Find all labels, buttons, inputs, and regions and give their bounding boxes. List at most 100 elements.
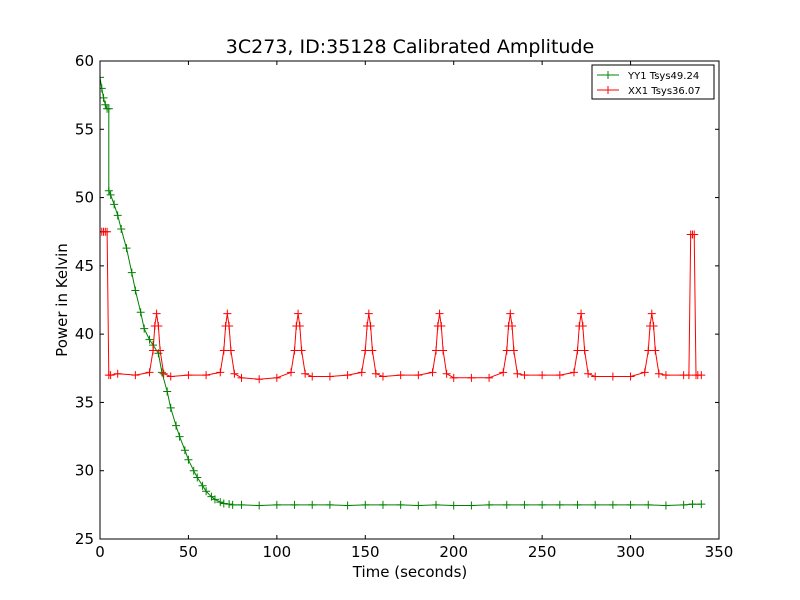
data-point bbox=[180, 446, 189, 455]
data-point bbox=[290, 346, 299, 355]
data-point bbox=[467, 501, 476, 510]
data-point bbox=[343, 371, 352, 380]
x-tick-label: 50 bbox=[179, 543, 198, 561]
data-point bbox=[644, 500, 653, 509]
x-axis-label: Time (seconds) bbox=[352, 563, 468, 581]
data-point bbox=[647, 309, 656, 318]
data-point bbox=[506, 309, 515, 318]
data-point bbox=[295, 321, 304, 330]
data-point bbox=[325, 372, 334, 381]
data-point bbox=[225, 321, 234, 330]
data-point bbox=[219, 499, 228, 508]
data-point bbox=[368, 346, 377, 355]
y-axis: 25 30 35 40 45 50 55 60 bbox=[75, 52, 719, 548]
data-point bbox=[136, 308, 145, 317]
data-point bbox=[644, 346, 653, 355]
data-point bbox=[502, 346, 511, 355]
x-tick-label: 100 bbox=[263, 543, 292, 561]
data-point bbox=[442, 369, 451, 378]
data-point bbox=[101, 100, 110, 109]
data-point bbox=[449, 501, 458, 510]
data-point bbox=[361, 346, 370, 355]
data-point bbox=[591, 372, 600, 381]
data-point bbox=[301, 369, 310, 378]
data-point bbox=[104, 104, 113, 113]
data-point bbox=[378, 372, 387, 381]
data-point bbox=[569, 368, 578, 377]
data-point bbox=[325, 500, 334, 509]
x-tick-label: 300 bbox=[616, 543, 645, 561]
data-point bbox=[297, 346, 306, 355]
data-point bbox=[308, 500, 317, 509]
data-point bbox=[578, 321, 587, 330]
data-point bbox=[216, 498, 225, 507]
data-point bbox=[697, 500, 706, 509]
data-point bbox=[308, 372, 317, 381]
data-point bbox=[357, 368, 366, 377]
data-point bbox=[577, 309, 586, 318]
data-point bbox=[499, 368, 508, 377]
data-point bbox=[608, 372, 617, 381]
legend-label: YY1 Tsys49.24 bbox=[627, 71, 699, 82]
data-point bbox=[117, 224, 126, 233]
data-point bbox=[661, 371, 670, 380]
data-point bbox=[237, 373, 246, 382]
data-point bbox=[449, 373, 458, 382]
data-point bbox=[131, 371, 140, 380]
data-point bbox=[371, 369, 380, 378]
series-1 bbox=[100, 227, 706, 384]
data-point bbox=[140, 324, 149, 333]
data-point bbox=[591, 500, 600, 509]
data-point bbox=[113, 211, 122, 220]
data-point bbox=[100, 73, 104, 82]
data-point bbox=[225, 500, 234, 509]
data-point bbox=[437, 321, 446, 330]
data-point bbox=[684, 371, 693, 380]
data-point bbox=[573, 346, 582, 355]
data-point bbox=[688, 500, 697, 509]
data-point bbox=[184, 455, 193, 464]
data-point bbox=[272, 500, 281, 509]
series-0 bbox=[100, 73, 706, 510]
data-point bbox=[626, 500, 635, 509]
data-point bbox=[184, 371, 193, 380]
data-point bbox=[509, 346, 518, 355]
y-tick-label: 30 bbox=[75, 462, 94, 480]
y-tick-label: 45 bbox=[75, 257, 94, 275]
data-point bbox=[343, 501, 352, 510]
data-point bbox=[226, 346, 235, 355]
data-point bbox=[237, 500, 246, 509]
data-point bbox=[294, 309, 303, 318]
data-point bbox=[223, 309, 232, 318]
data-point bbox=[202, 371, 211, 380]
data-point bbox=[485, 373, 494, 382]
data-point bbox=[193, 473, 202, 482]
data-point bbox=[131, 286, 140, 295]
data-point bbox=[640, 368, 649, 377]
y-tick-label: 40 bbox=[75, 325, 94, 343]
data-point bbox=[580, 346, 589, 355]
legend-box bbox=[591, 64, 715, 100]
data-point bbox=[255, 501, 264, 510]
data-point bbox=[228, 500, 237, 509]
data-point bbox=[216, 368, 225, 377]
data-point bbox=[435, 309, 444, 318]
legend-swatch-marker bbox=[604, 71, 612, 79]
data-point bbox=[654, 369, 663, 378]
data-point bbox=[432, 500, 441, 509]
data-point bbox=[364, 309, 373, 318]
data-point bbox=[154, 321, 163, 330]
data-point bbox=[104, 186, 113, 195]
data-point bbox=[122, 244, 131, 253]
data-point bbox=[152, 309, 161, 318]
legend-label: XX1 Tsys36.07 bbox=[628, 86, 701, 97]
data-point bbox=[378, 500, 387, 509]
data-point bbox=[414, 501, 423, 510]
data-point bbox=[467, 373, 476, 382]
y-tick-label: 50 bbox=[75, 189, 94, 207]
data-point bbox=[649, 321, 658, 330]
data-point bbox=[679, 500, 688, 509]
data-point bbox=[157, 368, 166, 377]
data-point bbox=[272, 373, 281, 382]
data-point bbox=[159, 369, 168, 378]
